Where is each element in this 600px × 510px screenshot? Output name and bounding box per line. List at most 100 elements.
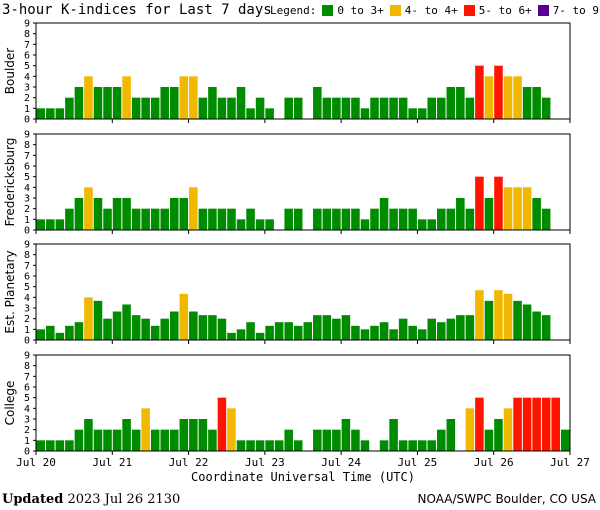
- y-tick-label: 7: [24, 40, 30, 51]
- kp-bar: [179, 293, 189, 340]
- y-tick-label: 2: [24, 93, 30, 104]
- kp-bar: [122, 76, 131, 119]
- y-tick-label: 4: [24, 404, 30, 415]
- kp-bar: [65, 325, 74, 340]
- kp-bar: [503, 408, 513, 451]
- y-tick-label: 8: [24, 29, 30, 40]
- kp-bar: [236, 219, 246, 230]
- kp-bar: [513, 300, 522, 340]
- y-tick-label: 6: [24, 51, 30, 62]
- kp-bar: [389, 419, 398, 451]
- kp-bar: [465, 408, 475, 451]
- x-axis-label: Coordinate Universal Time (UTC): [191, 470, 415, 484]
- x-tick-label: Jul 26: [474, 456, 514, 469]
- y-tick-label: 9: [24, 240, 30, 251]
- kp-bar: [46, 440, 55, 451]
- kp-bar: [398, 318, 408, 340]
- kp-bar: [284, 97, 293, 119]
- kp-bar: [332, 208, 341, 230]
- y-tick-label: 6: [24, 383, 30, 394]
- kp-bar: [332, 97, 341, 119]
- kp-bar: [494, 419, 503, 451]
- kp-bar: [332, 318, 341, 340]
- panel-label: College: [3, 381, 17, 426]
- legend-label: Legend:: [270, 4, 317, 17]
- kp-bar: [84, 187, 93, 230]
- legend-text-yellow: 4- to 4+: [404, 4, 458, 17]
- kp-bar: [513, 397, 522, 451]
- panel-frame: [35, 133, 571, 231]
- kp-bar: [217, 208, 227, 230]
- kp-bar: [503, 76, 513, 119]
- kp-bar: [456, 87, 465, 119]
- kp-bar: [322, 429, 332, 451]
- kp-bar: [236, 329, 246, 340]
- kp-bar: [293, 97, 303, 119]
- kp-bar: [36, 329, 46, 340]
- kp-bar: [398, 440, 408, 451]
- y-tick-label: 4: [24, 72, 30, 83]
- kp-bar: [141, 318, 150, 340]
- kp-bar: [150, 429, 160, 451]
- kp-bar: [313, 315, 322, 340]
- kp-bar: [255, 97, 265, 119]
- kp-bar: [408, 208, 417, 230]
- kp-bar: [65, 97, 74, 119]
- credit-text: NOAA/SWPC Boulder, CO USA: [417, 492, 596, 506]
- x-tick-label: Jul 23: [245, 456, 285, 469]
- kp-bar: [265, 325, 274, 340]
- kp-bar: [351, 429, 360, 451]
- kp-bar: [217, 97, 227, 119]
- x-tick-label: Jul 22: [169, 456, 209, 469]
- legend-text-red: 5- to 6+: [478, 4, 532, 17]
- kp-bar: [208, 315, 217, 340]
- kp-bar: [532, 87, 541, 119]
- kp-bar: [351, 325, 360, 340]
- kp-bar: [93, 300, 103, 340]
- y-tick-label: 1: [24, 325, 30, 336]
- kp-bar: [112, 198, 122, 230]
- y-tick-label: 0: [24, 226, 30, 237]
- kp-bar: [160, 208, 169, 230]
- kp-bar: [131, 97, 141, 119]
- kp-bar: [46, 108, 55, 119]
- kp-bar: [122, 304, 131, 340]
- kp-bar: [408, 325, 417, 340]
- kp-bar: [74, 429, 84, 451]
- kp-bar: [475, 290, 484, 340]
- kp-bar: [65, 208, 74, 230]
- kp-bar: [494, 290, 503, 340]
- kp-bar: [341, 419, 351, 451]
- legend-text-purple: 7- to 9: [552, 4, 600, 17]
- y-tick-label: 3: [24, 304, 30, 315]
- kp-bar: [522, 397, 532, 451]
- kp-bar: [560, 429, 570, 451]
- kp-bar: [370, 208, 379, 230]
- kp-bar: [141, 408, 150, 451]
- x-tick-label: Jul 25: [398, 456, 438, 469]
- kp-bar: [341, 208, 351, 230]
- kp-bar: [160, 318, 169, 340]
- kp-bar: [341, 97, 351, 119]
- kp-bar: [427, 97, 436, 119]
- kp-bar: [465, 208, 475, 230]
- kp-bar: [74, 322, 84, 340]
- kp-bar: [236, 87, 246, 119]
- kp-bar: [170, 198, 179, 230]
- kp-bar: [93, 87, 103, 119]
- y-tick-label: 0: [24, 115, 30, 126]
- kp-bar: [217, 397, 227, 451]
- panel-frame: [35, 22, 571, 120]
- x-tick-label: Jul 21: [92, 456, 132, 469]
- kp-bar: [446, 87, 456, 119]
- kp-bar: [84, 76, 93, 119]
- kp-bar: [398, 208, 408, 230]
- kp-bar: [293, 440, 303, 451]
- kp-bar: [227, 97, 236, 119]
- kp-bar: [437, 429, 446, 451]
- kp-bar: [446, 318, 456, 340]
- kp-bar: [246, 440, 255, 451]
- kp-bar: [389, 97, 398, 119]
- kp-bar: [112, 87, 122, 119]
- kp-bar: [112, 311, 122, 340]
